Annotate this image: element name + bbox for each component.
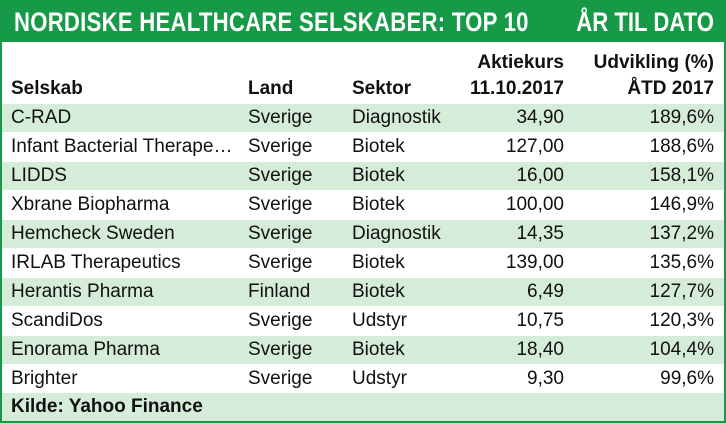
- price-cell: 10,75: [516, 310, 564, 331]
- country-cell: Sverige: [248, 107, 313, 128]
- sector-cell: Biotek: [352, 339, 405, 360]
- col-header-sector: Sektor: [352, 78, 412, 99]
- company-cell: C-RAD: [11, 107, 72, 128]
- change-cell: 135,6%: [649, 252, 714, 273]
- company-cell: Infant Bacterial Therapeu...: [11, 136, 237, 157]
- table-row: C-RAD Sverige Diagnostik 34,90 189,6%: [2, 103, 724, 132]
- change-cell: 158,1%: [649, 165, 714, 186]
- table-title: NORDISKE HEALTHCARE SELSKABER: TOP 10: [14, 7, 529, 37]
- change-cell: 188,6%: [649, 136, 714, 157]
- table-row: Hemcheck Sweden Sverige Diagnostik 14,35 137…: [2, 219, 724, 248]
- price-cell: 9,30: [527, 368, 564, 389]
- company-cell: Hemcheck Sweden: [11, 223, 175, 244]
- company-cell: Brighter: [11, 368, 78, 389]
- company-cell: Xbrane Biopharma: [11, 194, 170, 215]
- sector-cell: Biotek: [352, 281, 405, 302]
- sector-cell: Biotek: [352, 194, 405, 215]
- price-cell: 100,00: [505, 194, 564, 215]
- sector-cell: Udstyr: [352, 310, 407, 331]
- price-cell: 16,00: [516, 165, 564, 186]
- sector-cell: Biotek: [352, 136, 405, 157]
- sector-cell: Diagnostik: [352, 223, 441, 244]
- country-cell: Sverige: [248, 339, 313, 360]
- sector-cell: Biotek: [352, 252, 405, 273]
- col-header-price-line2: 11.10.2017: [469, 78, 564, 99]
- company-cell: LIDDS: [11, 165, 67, 186]
- source-note: Kilde: Yahoo Finance: [11, 396, 203, 417]
- col-header-change-line1: Udvikling (%): [593, 52, 714, 73]
- ranking-table: Selskab Land Sektor Aktiekurs 11.10.2017…: [2, 42, 724, 421]
- table-row: Enorama Pharma Sverige Biotek 18,40 104,4%: [2, 335, 724, 364]
- sector-cell: Biotek: [352, 165, 405, 186]
- change-cell: 137,2%: [649, 223, 714, 244]
- change-cell: 104,4%: [649, 339, 714, 360]
- title-bar: NORDISKE HEALTHCARE SELSKABER: TOP 10 ÅR…: [2, 2, 724, 42]
- country-cell: Sverige: [248, 252, 313, 273]
- country-cell: Sverige: [248, 368, 313, 389]
- table-row: LIDDS Sverige Biotek 16,00 158,1%: [2, 161, 724, 190]
- table-body: C-RAD Sverige Diagnostik 34,90 189,6% Infant …: [2, 103, 724, 393]
- company-cell: ScandiDos: [11, 310, 103, 331]
- price-cell: 139,00: [505, 252, 564, 273]
- table-row: Xbrane Biopharma Sverige Biotek 100,00 146,9…: [2, 190, 724, 219]
- price-cell: 127,00: [505, 136, 564, 157]
- change-cell: 120,3%: [649, 310, 714, 331]
- change-cell: 146,9%: [649, 194, 714, 215]
- table-row: Herantis Pharma Finland Biotek 6,49 127,7%: [2, 277, 724, 306]
- col-header-change-line2: ÅTD 2017: [627, 78, 714, 99]
- country-cell: Finland: [248, 281, 311, 302]
- country-cell: Sverige: [248, 165, 313, 186]
- price-cell: 34,90: [516, 107, 564, 128]
- country-cell: Sverige: [248, 136, 313, 157]
- table-row: Infant Bacterial Therapeu... Sverige Biote…: [2, 132, 724, 161]
- change-cell: 189,6%: [649, 107, 714, 128]
- price-cell: 6,49: [527, 281, 564, 302]
- change-cell: 127,7%: [649, 281, 714, 302]
- source-footer: Kilde: Yahoo Finance: [2, 393, 724, 421]
- col-header-country: Land: [248, 78, 294, 99]
- table-row: ScandiDos Sverige Udstyr 10,75 120,3%: [2, 306, 724, 335]
- company-cell: Enorama Pharma: [11, 339, 160, 360]
- company-cell: Herantis Pharma: [11, 281, 154, 302]
- country-cell: Sverige: [248, 310, 313, 331]
- country-cell: Sverige: [248, 223, 313, 244]
- table-row: Brighter Sverige Udstyr 9,30 99,6%: [2, 364, 724, 393]
- table-row: IRLAB Therapeutics Sverige Biotek 139,00 135…: [2, 248, 724, 277]
- price-cell: 18,40: [516, 339, 564, 360]
- sector-cell: Udstyr: [352, 368, 407, 389]
- table-header: Selskab Land Sektor Aktiekurs 11.10.2017…: [2, 42, 724, 103]
- col-header-company: Selskab: [11, 78, 83, 99]
- change-cell: 99,6%: [660, 368, 714, 389]
- company-cell: IRLAB Therapeutics: [11, 252, 181, 273]
- sector-cell: Diagnostik: [352, 107, 441, 128]
- col-header-price-line1: Aktiekurs: [477, 52, 564, 73]
- price-cell: 14,35: [516, 223, 564, 244]
- period-label: ÅR TIL DATO: [576, 7, 714, 37]
- country-cell: Sverige: [248, 194, 313, 215]
